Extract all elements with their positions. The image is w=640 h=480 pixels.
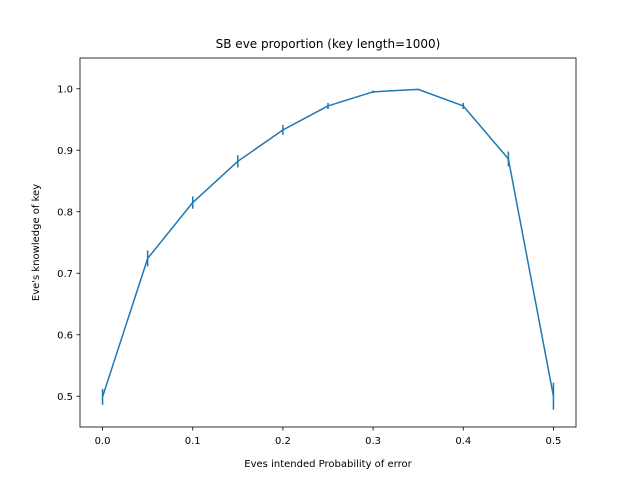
x-tick-label: 0.0 (95, 436, 111, 447)
y-tick-label: 0.7 (57, 269, 73, 280)
x-tick-label: 0.2 (275, 436, 291, 447)
x-tick-label: 0.5 (546, 436, 562, 447)
y-tick-label: 0.6 (57, 330, 73, 341)
axes-frame (79, 57, 577, 428)
plot-area (101, 88, 555, 410)
y-axis-label: Eve's knowledge of key (31, 184, 42, 301)
y-axis-ticks: 0.5 0.6 0.7 0.8 0.9 1.0 (57, 84, 80, 403)
y-tick-label: 1.0 (57, 84, 73, 95)
x-axis-label: Eves intended Probability of error (244, 459, 412, 470)
y-tick-label: 0.5 (57, 392, 73, 403)
y-tick-label: 0.9 (57, 146, 73, 157)
chart-title: SB eve proportion (key length=1000) (216, 37, 441, 51)
y-tick-label: 0.8 (57, 207, 73, 218)
x-tick-label: 0.1 (185, 436, 201, 447)
x-tick-label: 0.3 (365, 436, 381, 447)
x-tick-label: 0.4 (455, 436, 471, 447)
x-axis-ticks: 0.0 0.1 0.2 0.3 0.4 0.5 (95, 427, 562, 447)
